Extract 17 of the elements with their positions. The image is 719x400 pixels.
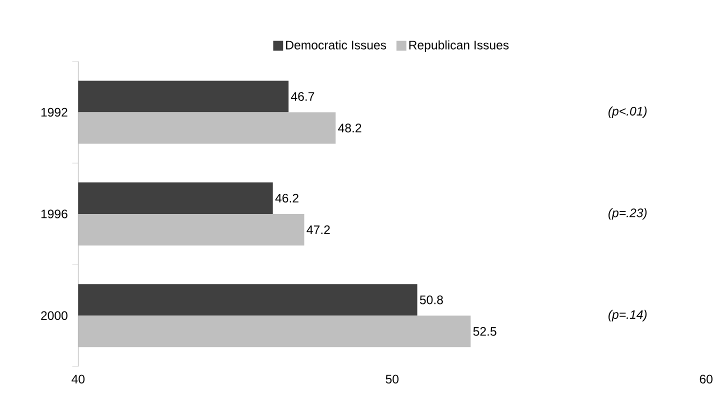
- annotation: (p=.14): [608, 310, 647, 322]
- x-tick-label: 40: [72, 374, 85, 384]
- x-tick-label: 60: [700, 374, 713, 384]
- data-label: 47.2: [306, 225, 330, 234]
- data-label: 50.8: [420, 295, 443, 304]
- y-tick-label: 2000: [41, 311, 68, 320]
- data-label: 48.2: [338, 124, 362, 132]
- legend-label: Republican Issues: [409, 40, 509, 52]
- annotation: (p=.23): [608, 208, 647, 220]
- legend-label: Democratic Issues: [286, 40, 386, 50]
- data-label: 52.5: [473, 326, 496, 336]
- data-label: 46.7: [291, 92, 314, 101]
- y-tick-label: 1996: [41, 210, 68, 218]
- annotation: (p<.01): [608, 106, 647, 118]
- data-label: 46.2: [275, 194, 298, 202]
- y-tick-label: 1992: [41, 108, 68, 117]
- x-tick-label: 50: [386, 374, 399, 384]
